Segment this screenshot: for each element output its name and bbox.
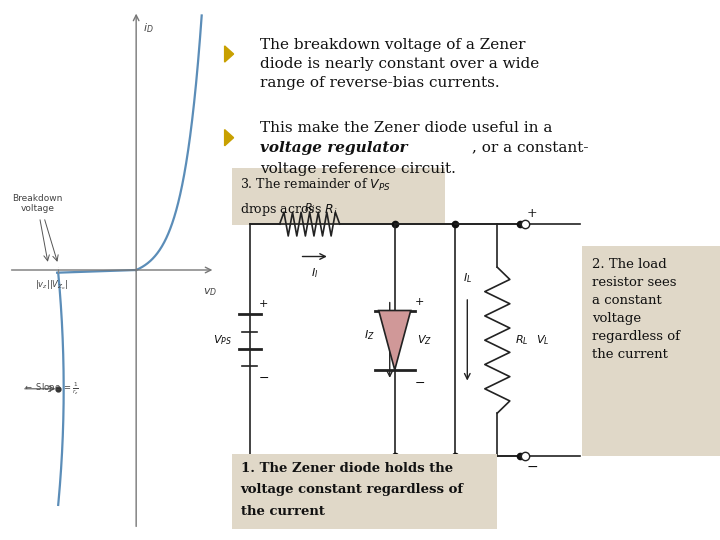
Text: $I_Z$: $I_Z$ [364, 328, 374, 342]
Text: diode is nearly constant over a wide: diode is nearly constant over a wide [260, 57, 539, 71]
Text: $v_D$: $v_D$ [203, 286, 217, 298]
FancyBboxPatch shape [232, 454, 498, 529]
Text: −: − [415, 377, 425, 390]
Text: range of reverse-bias currents.: range of reverse-bias currents. [260, 76, 499, 90]
Text: −: − [526, 460, 538, 474]
Text: The breakdown voltage of a Zener: The breakdown voltage of a Zener [260, 38, 525, 52]
Text: the current: the current [240, 505, 325, 518]
Text: , or a constant-: , or a constant- [472, 141, 589, 156]
Text: This make the Zener diode useful in a: This make the Zener diode useful in a [260, 122, 552, 136]
Text: 1. The Zener diode holds the: 1. The Zener diode holds the [240, 462, 453, 475]
Text: −: − [258, 372, 269, 384]
Text: $V_L$: $V_L$ [536, 333, 549, 347]
Text: +: + [415, 298, 425, 307]
Text: voltage constant regardless of: voltage constant regardless of [240, 483, 464, 496]
Text: $I_L$: $I_L$ [463, 271, 472, 285]
Text: $|v_z|$: $|v_z|$ [35, 278, 50, 291]
Text: $R_i$: $R_i$ [304, 201, 315, 215]
Text: +: + [259, 299, 269, 309]
Text: $V_{PS}$: $V_{PS}$ [213, 333, 232, 347]
Text: $I_I$: $I_I$ [311, 266, 318, 280]
Text: $\leftarrow$ Slope $= \frac{1}{r_z}$: $\leftarrow$ Slope $= \frac{1}{r_z}$ [23, 380, 79, 397]
Text: $|V_{Z_o}|$: $|V_{Z_o}|$ [49, 278, 68, 292]
Text: $i_D$: $i_D$ [143, 22, 153, 36]
Text: Breakdown
voltage: Breakdown voltage [12, 194, 63, 213]
Text: 3. The remainder of $V_{PS}$: 3. The remainder of $V_{PS}$ [240, 177, 390, 193]
Polygon shape [225, 46, 233, 62]
FancyBboxPatch shape [232, 168, 445, 225]
Text: +: + [527, 207, 538, 220]
Text: $V_Z$: $V_Z$ [417, 333, 432, 347]
Text: voltage regulator: voltage regulator [260, 141, 407, 156]
Text: 2. The load
resistor sees
a constant
voltage
regardless of
the current: 2. The load resistor sees a constant vol… [593, 258, 680, 361]
FancyBboxPatch shape [582, 246, 720, 456]
Text: $R_L$: $R_L$ [515, 333, 528, 347]
Polygon shape [379, 310, 410, 370]
Polygon shape [225, 130, 233, 146]
Text: voltage reference circuit.: voltage reference circuit. [260, 162, 456, 176]
Text: drops across $R_i$: drops across $R_i$ [240, 201, 338, 218]
